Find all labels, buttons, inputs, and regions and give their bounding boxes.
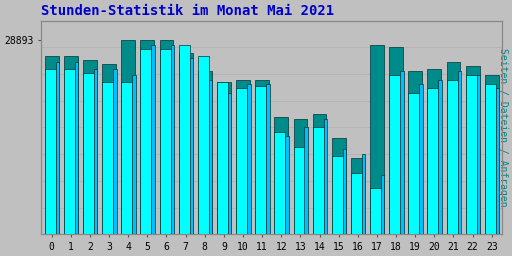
Bar — [247, 84, 250, 256]
Bar — [266, 84, 270, 256]
Bar — [83, 60, 97, 256]
Bar — [428, 69, 441, 256]
Bar — [485, 75, 499, 256]
Bar — [45, 69, 56, 256]
Bar — [179, 54, 193, 256]
Bar — [228, 93, 231, 256]
Bar — [83, 73, 94, 256]
Y-axis label: Seiten / Dateien / Anfragen: Seiten / Dateien / Anfragen — [498, 48, 508, 207]
Bar — [362, 154, 366, 256]
Bar — [428, 88, 438, 256]
Bar — [160, 49, 170, 256]
Bar — [140, 40, 154, 256]
Bar — [217, 82, 231, 256]
Bar — [140, 49, 152, 256]
Text: Stunden-Statistik im Monat Mai 2021: Stunden-Statistik im Monat Mai 2021 — [41, 4, 334, 18]
Bar — [113, 69, 117, 256]
Bar — [189, 58, 193, 256]
Bar — [466, 75, 477, 256]
Bar — [419, 84, 423, 256]
Bar — [458, 71, 461, 256]
Bar — [446, 62, 460, 256]
Bar — [477, 75, 480, 256]
Bar — [313, 127, 324, 256]
Bar — [160, 40, 174, 256]
Bar — [179, 45, 190, 256]
Bar — [94, 69, 97, 256]
Bar — [274, 132, 285, 256]
Bar — [409, 93, 419, 256]
Bar — [389, 75, 400, 256]
Bar — [170, 45, 174, 256]
Bar — [198, 56, 209, 256]
Bar — [102, 82, 113, 256]
Bar — [485, 84, 496, 256]
Bar — [236, 80, 250, 256]
Bar — [324, 119, 327, 256]
Bar — [409, 71, 422, 256]
Bar — [121, 82, 133, 256]
Bar — [255, 86, 266, 256]
Bar — [446, 80, 458, 256]
Bar — [274, 116, 288, 256]
Bar — [45, 56, 58, 256]
Bar — [285, 136, 289, 256]
Bar — [102, 64, 116, 256]
Bar — [236, 88, 247, 256]
Bar — [370, 188, 381, 256]
Bar — [132, 75, 136, 256]
Bar — [293, 119, 307, 256]
Bar — [152, 45, 155, 256]
Bar — [466, 67, 480, 256]
Bar — [343, 149, 346, 256]
Bar — [217, 82, 228, 256]
Bar — [332, 138, 346, 256]
Bar — [64, 69, 75, 256]
Bar — [370, 45, 384, 256]
Bar — [313, 114, 327, 256]
Bar — [351, 173, 362, 256]
Bar — [255, 80, 269, 256]
Bar — [209, 80, 212, 256]
Bar — [198, 71, 211, 256]
Bar — [351, 158, 365, 256]
Bar — [64, 56, 78, 256]
Bar — [400, 71, 403, 256]
Bar — [381, 175, 385, 256]
Bar — [305, 127, 308, 256]
Bar — [389, 47, 403, 256]
Bar — [496, 88, 499, 256]
Bar — [438, 80, 442, 256]
Bar — [56, 62, 59, 256]
Bar — [75, 62, 78, 256]
Bar — [332, 156, 343, 256]
Bar — [121, 40, 135, 256]
Bar — [293, 147, 305, 256]
